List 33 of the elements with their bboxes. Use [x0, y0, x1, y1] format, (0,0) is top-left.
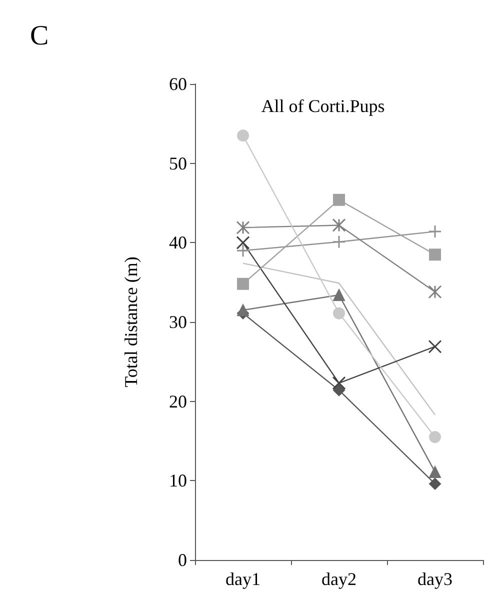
y-tick-label: 20 — [169, 391, 187, 412]
point — [332, 376, 346, 390]
point — [429, 248, 441, 261]
point — [333, 384, 345, 396]
y-tick-label: 50 — [169, 153, 187, 174]
point — [236, 220, 250, 234]
point — [428, 340, 442, 354]
point — [429, 466, 441, 478]
y-tick-label: 30 — [169, 312, 187, 332]
point — [428, 224, 442, 238]
y-tick-label: 40 — [169, 232, 187, 253]
y-axis-title: Total distance (m) — [121, 256, 141, 388]
y-tick-label: 60 — [169, 74, 187, 94]
point — [429, 478, 441, 490]
text: C — [30, 20, 49, 52]
point — [333, 194, 345, 206]
point — [236, 244, 250, 258]
point — [332, 235, 346, 249]
point — [428, 285, 442, 299]
point — [237, 130, 249, 142]
point — [332, 218, 346, 232]
point — [237, 304, 249, 316]
point — [333, 289, 345, 302]
x-tick-label: day1 — [226, 569, 260, 589]
point — [237, 278, 249, 290]
point — [333, 307, 345, 320]
x-tick-label: day2 — [322, 569, 356, 589]
x-tick-label: day3 — [418, 569, 452, 589]
point — [429, 431, 441, 444]
y-tick-label: 10 — [169, 470, 187, 491]
y-tick-label: 0 — [178, 550, 187, 570]
text: All of Corti.Pups — [261, 96, 385, 116]
point — [236, 236, 250, 250]
